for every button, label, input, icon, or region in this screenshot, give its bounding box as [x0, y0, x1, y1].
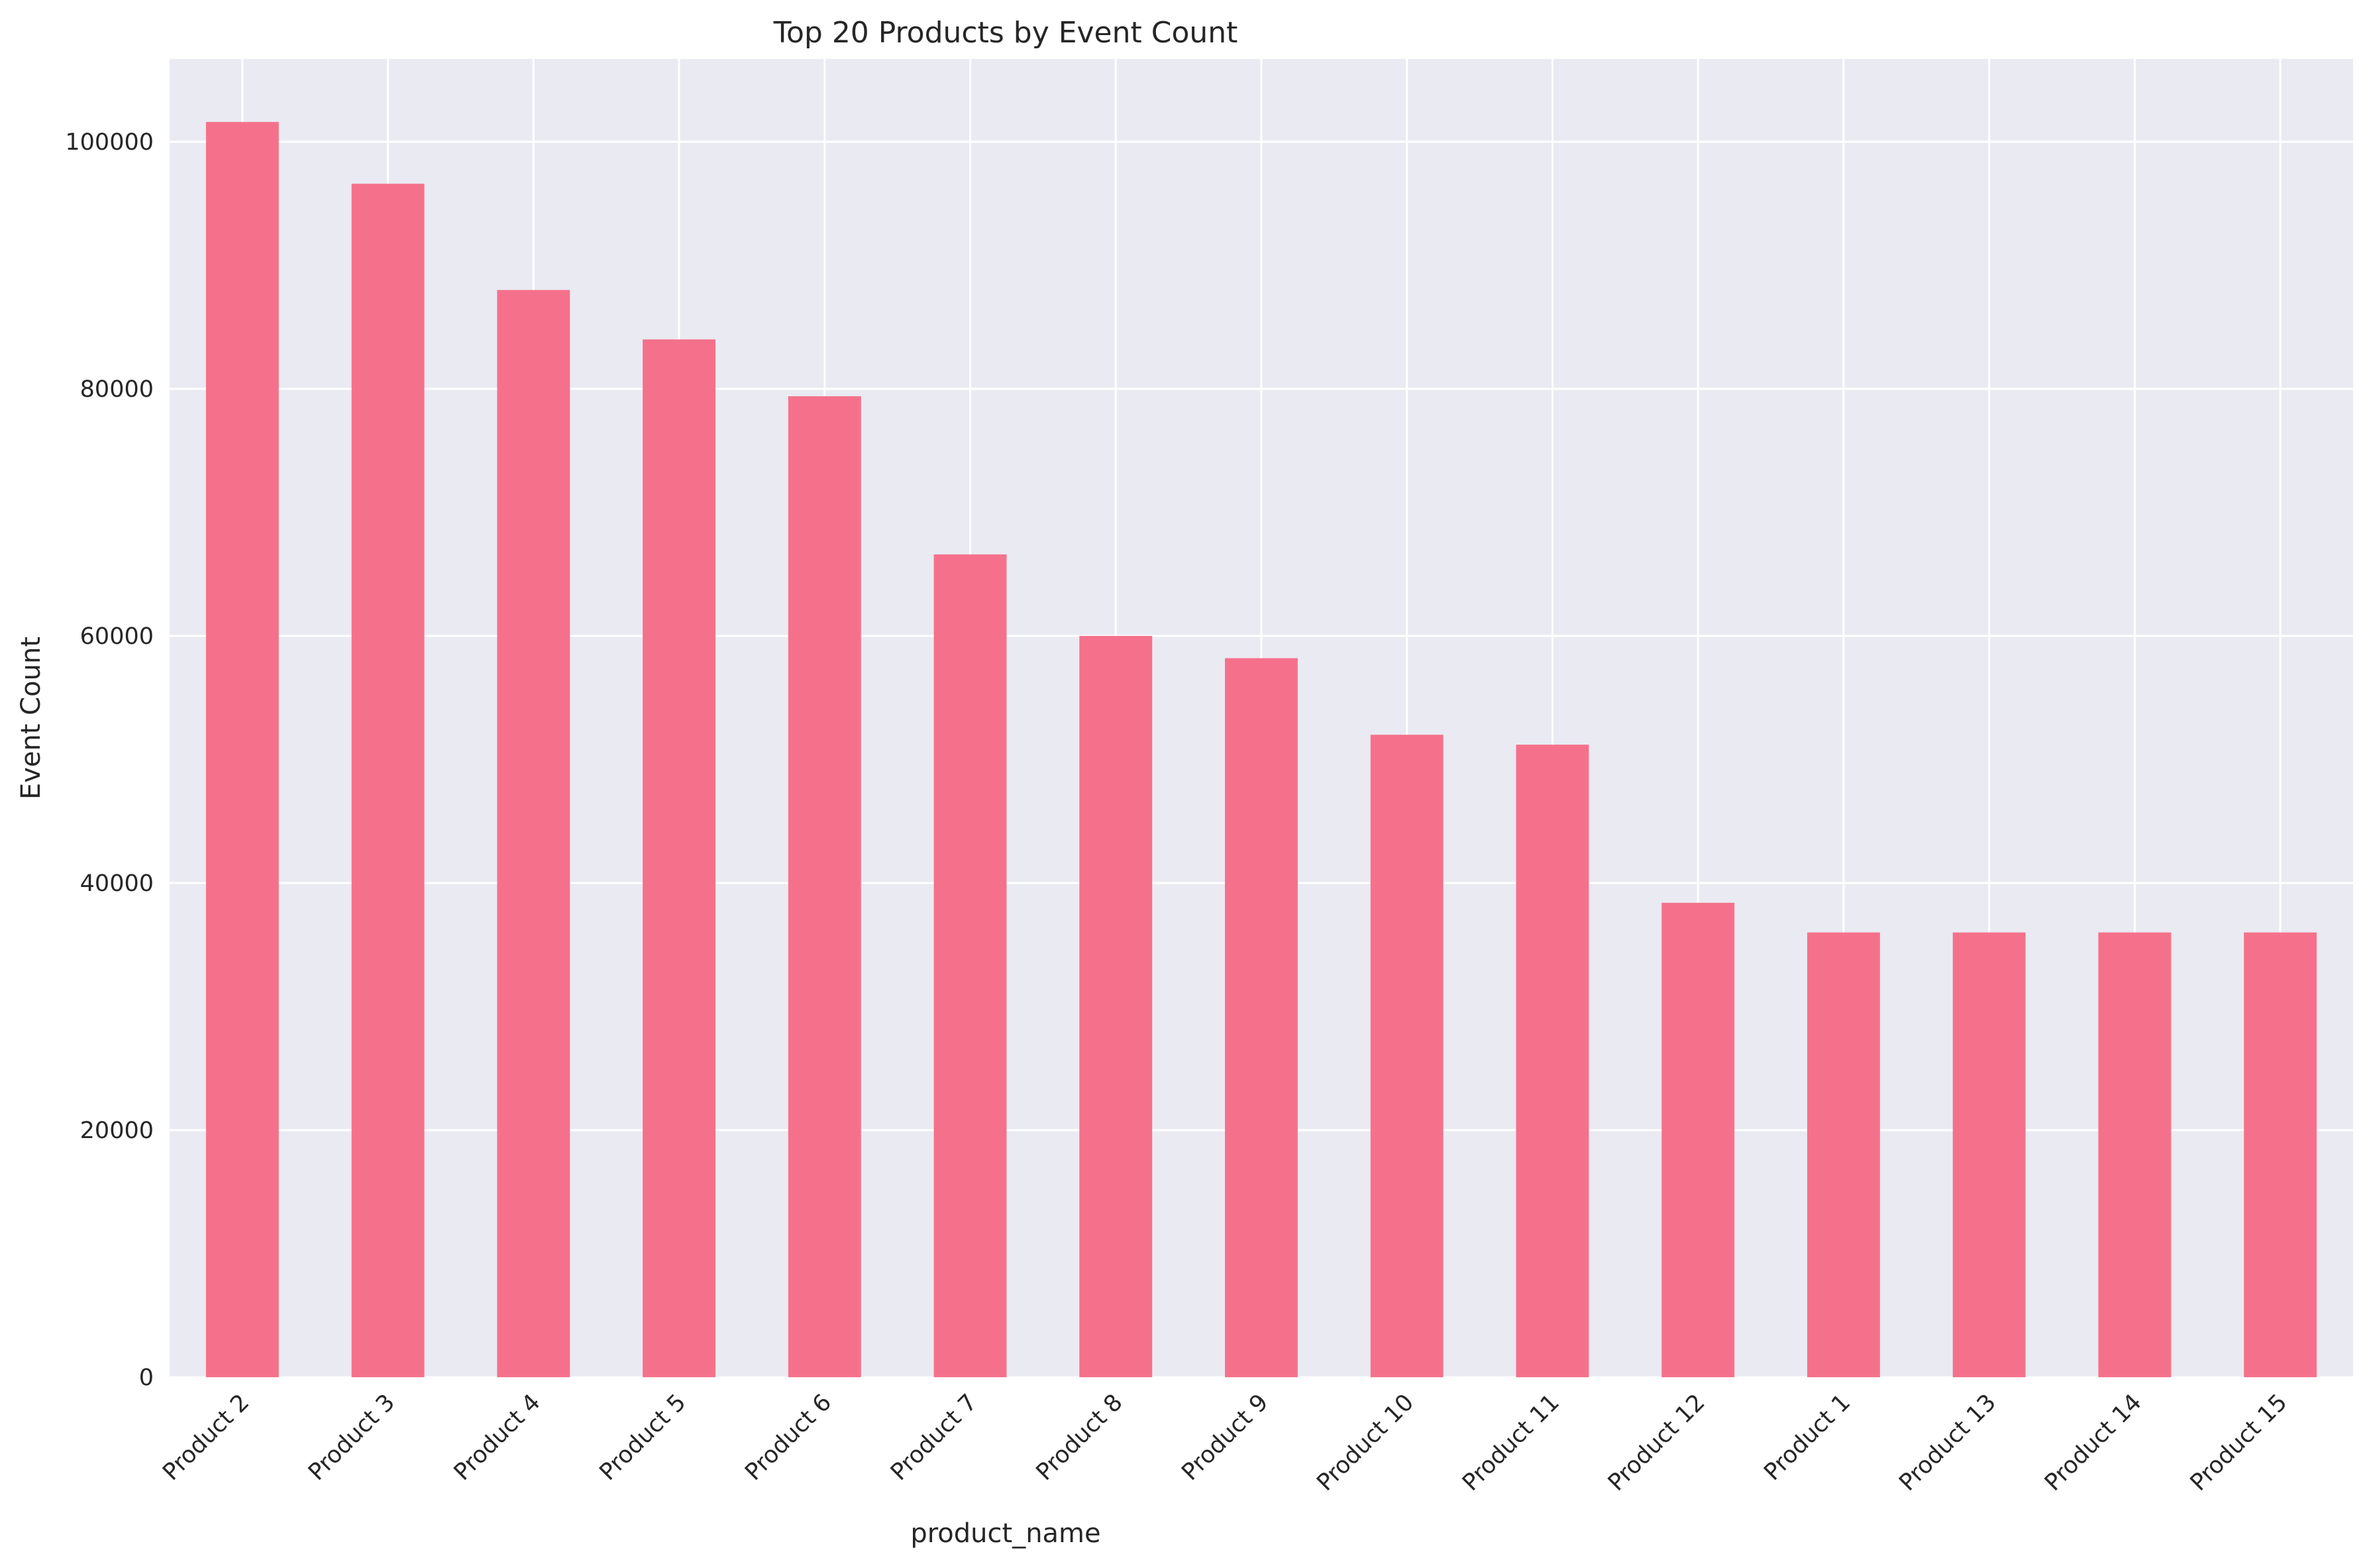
y-tick-label: 40000 — [80, 870, 154, 897]
x-tick-label: Product 11 — [1457, 1389, 1565, 1496]
bar — [1807, 932, 1880, 1377]
y-tick-label: 20000 — [80, 1118, 154, 1144]
chart-title: Top 20 Products by Event Count — [773, 16, 1238, 50]
y-tick-label: 60000 — [80, 623, 154, 650]
bar — [1370, 735, 1444, 1377]
x-tick-label: Product 3 — [303, 1389, 400, 1486]
x-tick-label: Product 14 — [2040, 1389, 2147, 1496]
bar — [2098, 932, 2172, 1377]
x-tick-label: Product 7 — [886, 1389, 982, 1486]
bars — [205, 122, 2317, 1378]
bar — [2244, 932, 2317, 1377]
y-axis-label: Event Count — [16, 637, 46, 800]
bar — [933, 554, 1007, 1378]
x-tick-label: Product 6 — [740, 1389, 837, 1486]
bar — [497, 289, 570, 1377]
bar — [788, 396, 861, 1377]
bar — [1661, 902, 1735, 1377]
bar — [1516, 745, 1589, 1377]
x-tick-label: Product 9 — [1177, 1389, 1273, 1486]
y-axis-ticks: 0 20000 40000 60000 80000 100000 — [65, 129, 154, 1391]
x-tick-label: Product 4 — [449, 1389, 546, 1486]
bar — [1079, 635, 1153, 1378]
bar — [351, 183, 425, 1377]
x-tick-label: Product 8 — [1031, 1389, 1128, 1486]
y-tick-label: 80000 — [80, 376, 154, 403]
x-tick-label: Product 12 — [1603, 1389, 1710, 1496]
bar — [1952, 932, 2026, 1377]
x-tick-label: Product 10 — [1312, 1389, 1419, 1496]
x-tick-label: Product 1 — [1759, 1389, 1856, 1486]
y-tick-label: 100000 — [65, 129, 154, 156]
x-tick-label: Product 15 — [2185, 1389, 2293, 1496]
bar — [1225, 658, 1298, 1378]
x-tick-label: Product 13 — [1894, 1389, 2001, 1496]
bar — [643, 339, 715, 1378]
x-tick-label: Product 5 — [595, 1389, 692, 1486]
y-tick-label: 0 — [139, 1365, 154, 1391]
x-tick-label: Product 2 — [158, 1389, 254, 1486]
x-axis-ticks: Product 2 Product 3 Product 4 Product 5 Prod… — [158, 1389, 2292, 1496]
x-axis-label: product_name — [910, 1518, 1100, 1549]
bar — [205, 122, 279, 1377]
